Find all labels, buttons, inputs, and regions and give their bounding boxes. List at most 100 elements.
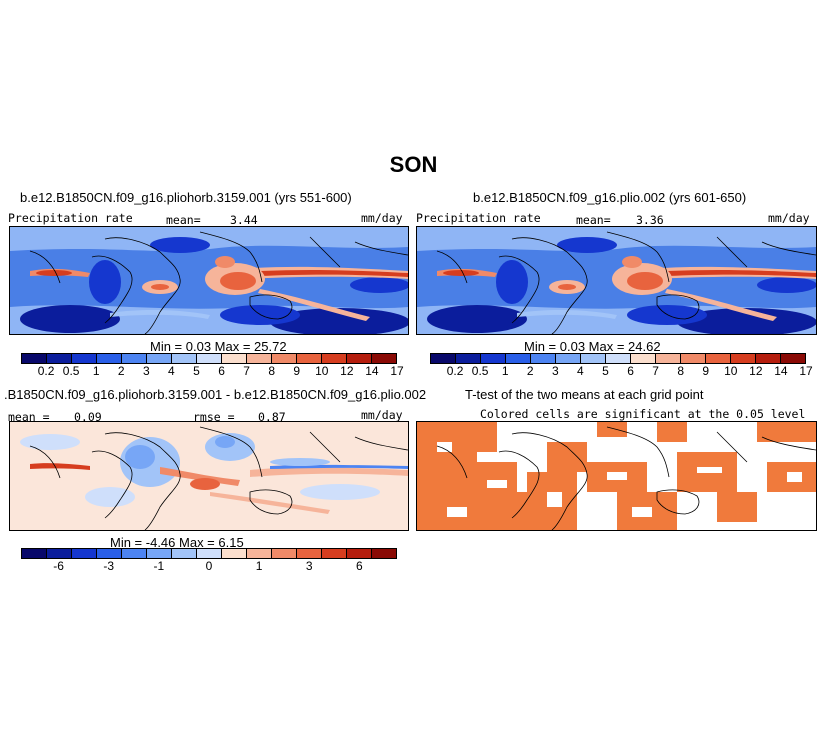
colorbar-swatch (531, 354, 556, 363)
panel2-colorbar (430, 353, 806, 364)
colorbar-tick-label: 6 (627, 364, 634, 378)
colorbar-tick-label: 2 (117, 364, 125, 378)
panel2-precip-map (416, 226, 817, 335)
colorbar-swatch (147, 549, 172, 558)
colorbar-swatch (481, 354, 506, 363)
colorbar-swatch (656, 354, 681, 363)
colorbar-swatch (197, 549, 222, 558)
colorbar-swatch (247, 549, 272, 558)
colorbar-tick-label: 10 (315, 364, 329, 378)
colorbar-tick-label: 0.5 (62, 364, 80, 378)
colorbar-tick-label: 17 (390, 364, 404, 378)
colorbar-swatch (456, 354, 481, 363)
colorbar-swatch (372, 354, 396, 363)
colorbar-swatch (606, 354, 631, 363)
panel1-minmax: Min = 0.03 Max = 25.72 (150, 339, 287, 354)
colorbar-tick-label: 0.5 (471, 364, 489, 378)
colorbar-tick-label: 1 (92, 364, 100, 378)
colorbar-tick-label: 6 (218, 364, 225, 378)
colorbar-tick-label: 3 (305, 559, 313, 573)
colorbar-swatch (731, 354, 756, 363)
colorbar-swatch (372, 549, 396, 558)
colorbar-swatch (322, 354, 347, 363)
panel3-colorbar-labels: -6 -3 -1 0 1 3 6 (21, 559, 397, 573)
panel4-title: T-test of the two means at each grid poi… (465, 387, 704, 402)
colorbar-swatch (72, 354, 97, 363)
colorbar-swatch (97, 549, 122, 558)
panel1-colorbar (21, 353, 397, 364)
colorbar-swatch (631, 354, 656, 363)
panel1-mean-value: 3.44 (230, 213, 258, 227)
panel3-minmax: Min = -4.46 Max = 6.15 (110, 535, 244, 550)
panel2-colorbar-labels: 0.2 0.5 1 2 3 4 5 6 7 8 9 10 12 14 17 (430, 364, 813, 378)
colorbar-swatch (272, 354, 297, 363)
colorbar-tick-label: 1 (255, 559, 263, 573)
colorbar-swatch (781, 354, 805, 363)
colorbar-swatch (47, 354, 72, 363)
panel1-title: b.e12.B1850CN.f09_g16.pliohorb.3159.001 … (20, 190, 352, 205)
colorbar-tick-label: 12 (749, 364, 763, 378)
colorbar-tick-label: 12 (340, 364, 354, 378)
panel1-colorbar-labels: 0.2 0.5 1 2 3 4 5 6 7 8 9 10 12 14 17 (21, 364, 404, 378)
colorbar-tick-label: 9 (702, 364, 710, 378)
colorbar-swatch (197, 354, 222, 363)
colorbar-tick-label: 4 (168, 364, 175, 378)
panel2-title: b.e12.B1850CN.f09_g16.plio.002 (yrs 601-… (473, 190, 747, 205)
colorbar-tick-label: 3 (142, 364, 150, 378)
colorbar-tick-label: 3 (551, 364, 559, 378)
colorbar-tick-label: 17 (799, 364, 813, 378)
colorbar-tick-label: 4 (577, 364, 584, 378)
panel1-left-label: Precipitation rate (8, 211, 133, 225)
colorbar-swatch (347, 354, 372, 363)
panel4-subtitle: Colored cells are significant at the 0.0… (480, 407, 806, 421)
colorbar-swatch (172, 549, 197, 558)
colorbar-tick-label: 5 (602, 364, 609, 378)
colorbar-swatch (22, 354, 47, 363)
colorbar-tick-label: 10 (724, 364, 738, 378)
colorbar-tick-label: 6 (356, 559, 363, 573)
figure-title: SON (389, 152, 438, 177)
colorbar-swatch (297, 549, 322, 558)
colorbar-swatch (581, 354, 606, 363)
colorbar-tick-label: 0 (205, 559, 213, 573)
colorbar-swatch (347, 549, 372, 558)
colorbar-tick-label: -3 (103, 559, 115, 573)
colorbar-swatch (247, 354, 272, 363)
panel2-units: mm/day (768, 211, 810, 225)
colorbar-swatch (147, 354, 172, 363)
colorbar-swatch (681, 354, 706, 363)
colorbar-tick-label: 7 (652, 364, 659, 378)
colorbar-swatch (556, 354, 581, 363)
colorbar-swatch (506, 354, 531, 363)
panel4-ttest-map (416, 421, 817, 531)
colorbar-swatch (172, 354, 197, 363)
colorbar-swatch (297, 354, 322, 363)
panel3-rmse-value: 0.87 (258, 410, 286, 424)
colorbar-swatch (122, 354, 147, 363)
colorbar-swatch (322, 549, 347, 558)
colorbar-swatch (122, 549, 147, 558)
colorbar-tick-label: 8 (677, 364, 684, 378)
panel3-rmse-label: rmse = (193, 410, 235, 424)
colorbar-swatch (222, 549, 247, 558)
panel1-precip-map (9, 226, 409, 335)
colorbar-swatch (22, 549, 47, 558)
panel3-mean-label: mean = (8, 410, 50, 424)
colorbar-swatch (272, 549, 297, 558)
colorbar-swatch (47, 549, 72, 558)
colorbar-tick-label: 5 (193, 364, 200, 378)
panel3-colorbar (21, 548, 397, 559)
panel1-mean-label: mean= (166, 213, 201, 227)
panel1-units: mm/day (361, 211, 403, 225)
panel2-minmax: Min = 0.03 Max = 24.62 (524, 339, 661, 354)
colorbar-tick-label: 1 (501, 364, 509, 378)
panel3-title: .B1850CN.f09_g16.pliohorb.3159.001 - b.e… (4, 387, 427, 402)
colorbar-tick-label: -1 (153, 559, 165, 573)
colorbar-tick-label: 2 (526, 364, 534, 378)
colorbar-tick-label: 9 (293, 364, 301, 378)
colorbar-swatch (222, 354, 247, 363)
colorbar-tick-label: 8 (268, 364, 275, 378)
colorbar-tick-label: 14 (774, 364, 788, 378)
colorbar-swatch (72, 549, 97, 558)
colorbar-tick-label: 0.2 (37, 364, 55, 378)
